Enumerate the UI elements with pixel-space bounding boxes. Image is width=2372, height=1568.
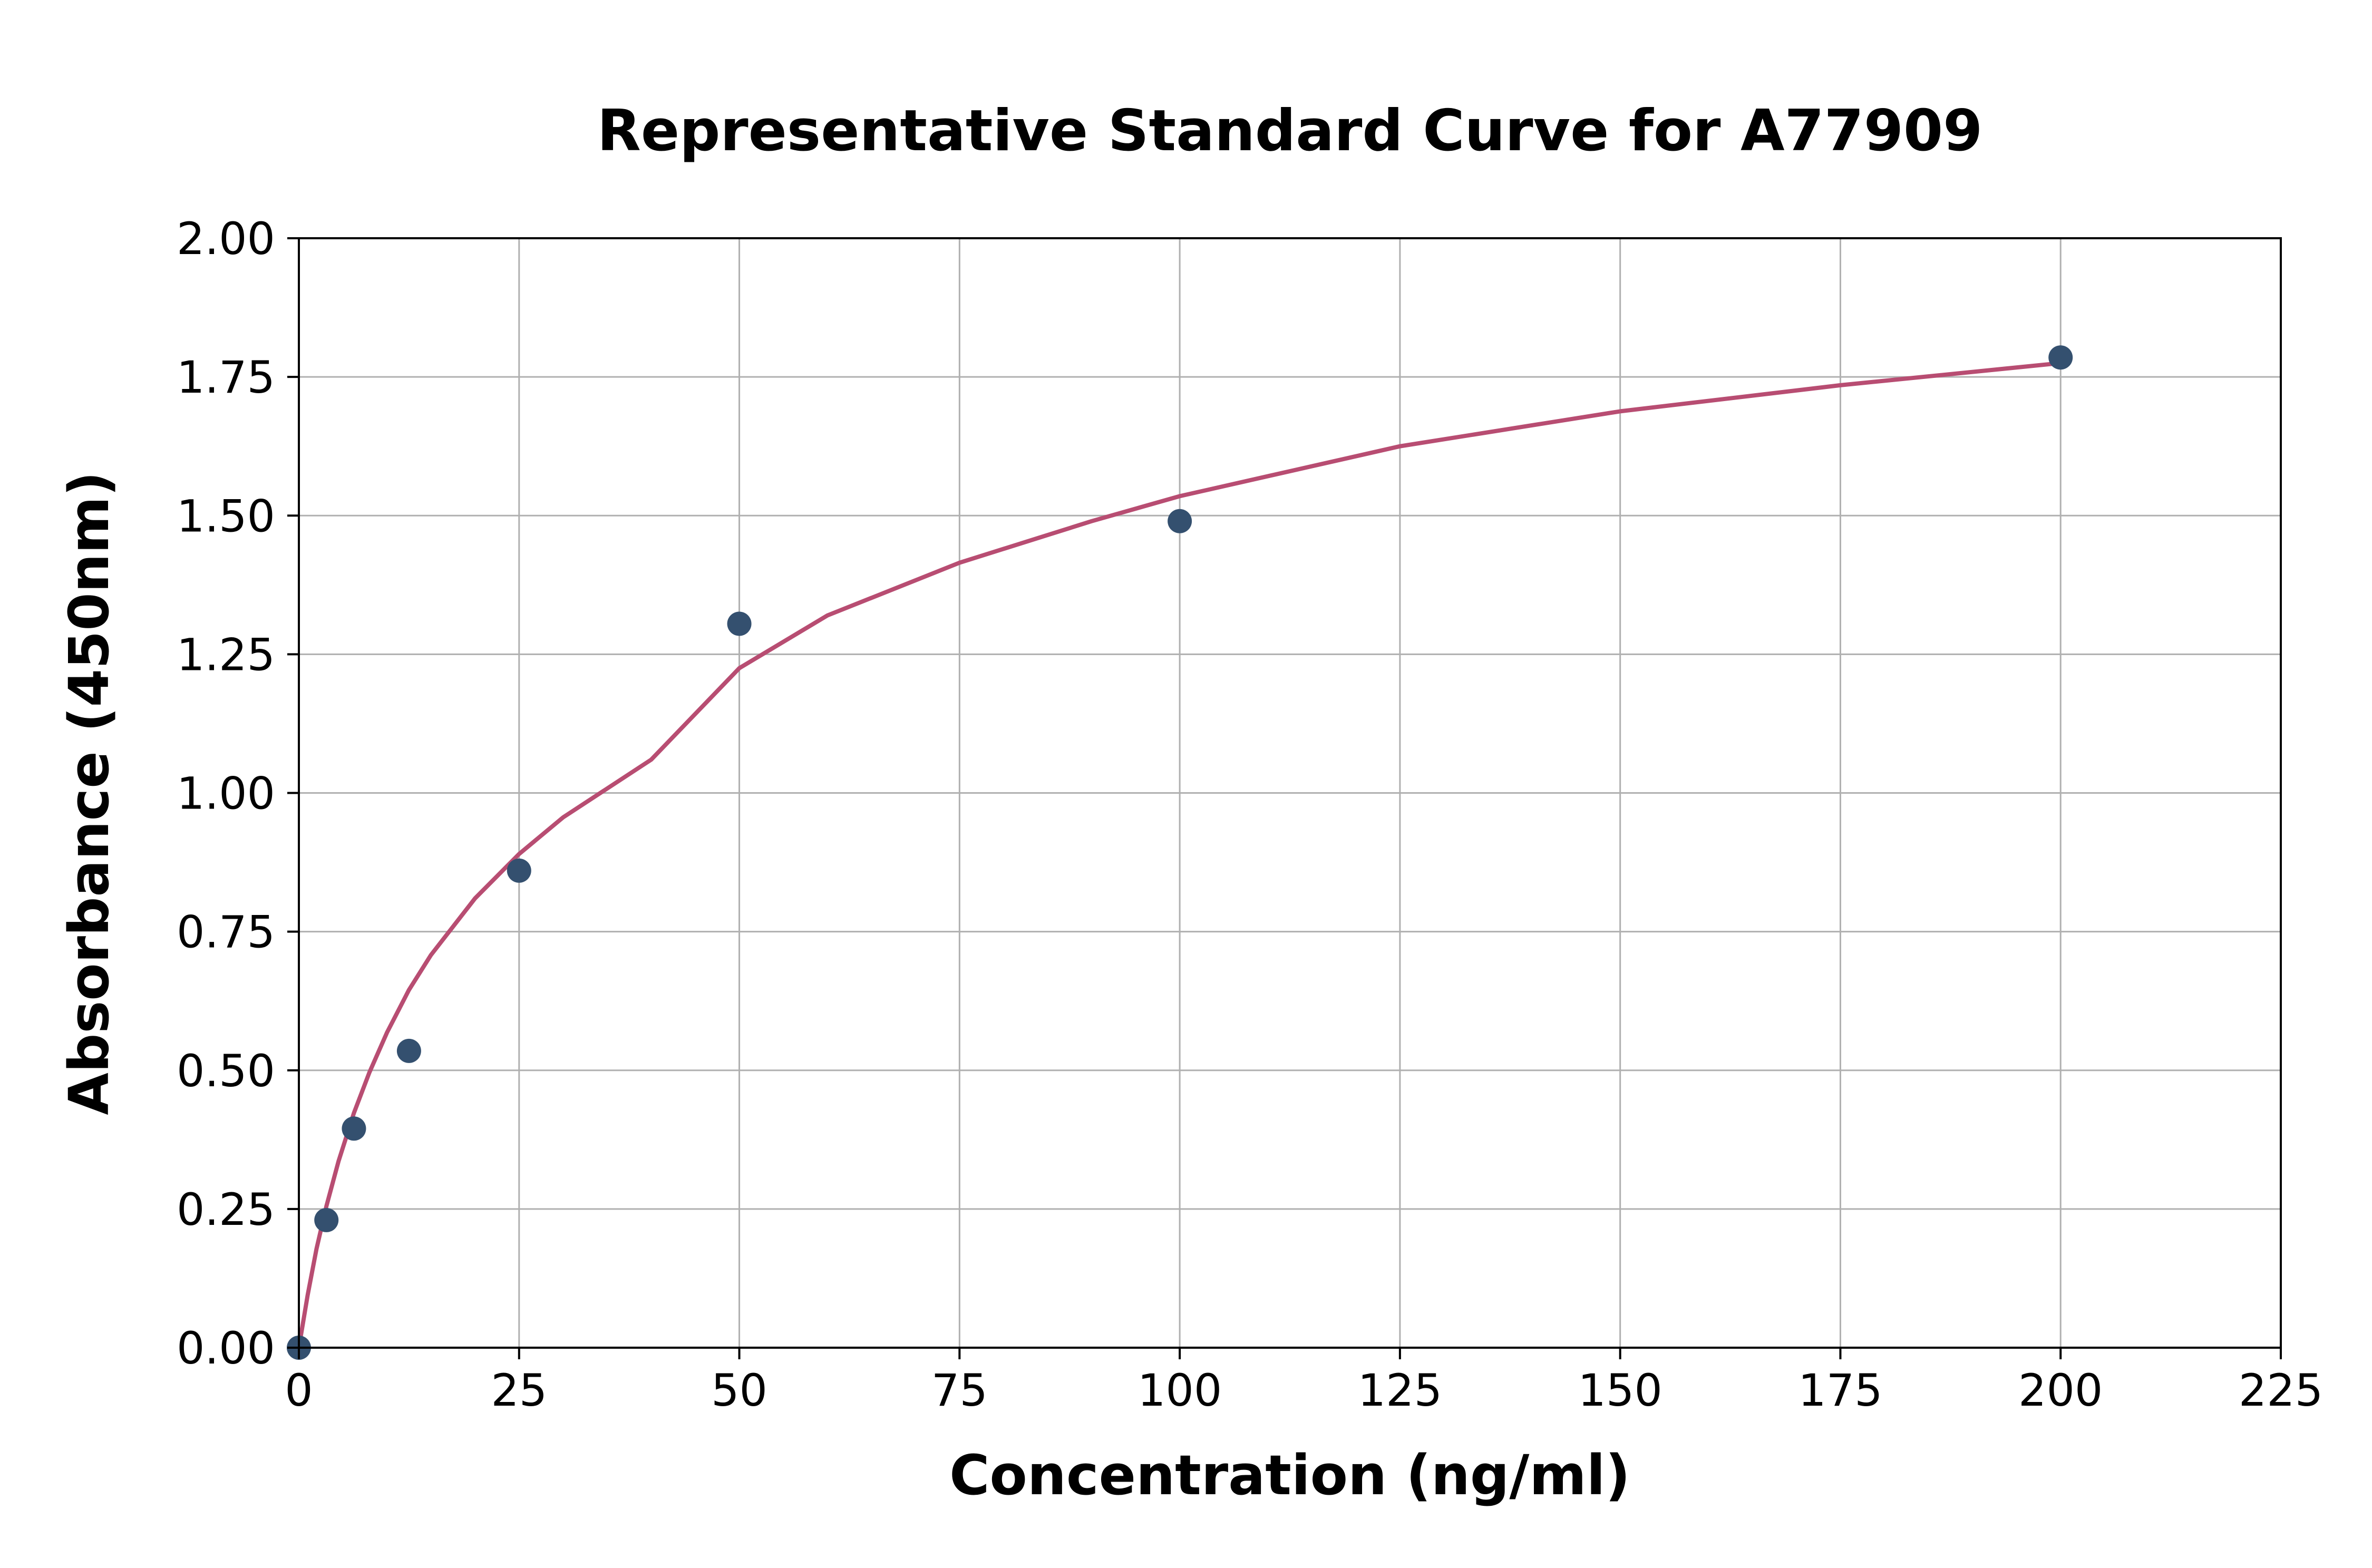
x-tick-label: 25: [491, 1365, 547, 1416]
data-point: [396, 1038, 421, 1063]
data-point: [1168, 509, 1192, 533]
y-tick-label: 0.25: [177, 1184, 275, 1235]
y-tick-label: 1.50: [177, 490, 275, 542]
chart-title: Representative Standard Curve for A77909: [597, 98, 1983, 164]
x-tick-label: 0: [285, 1365, 313, 1416]
data-point: [314, 1207, 339, 1232]
fit-curve-layer: [297, 361, 2063, 1350]
x-tick-label: 125: [1358, 1365, 1442, 1416]
data-point: [507, 858, 531, 883]
x-tick-label: 100: [1138, 1365, 1222, 1416]
y-tick-label: 1.25: [177, 629, 275, 680]
data-point: [342, 1116, 366, 1141]
data-point: [2048, 345, 2073, 370]
x-tick-label: 150: [1578, 1365, 1662, 1416]
x-tick-label: 75: [931, 1365, 988, 1416]
y-axis-label: Absorbance (450nm): [57, 471, 121, 1115]
y-tick-label: 2.00: [177, 213, 275, 265]
y-tick-label: 0.75: [177, 907, 275, 958]
x-axis-label: Concentration (ng/ml): [949, 1443, 1630, 1507]
data-point: [727, 611, 752, 636]
x-tick-label: 225: [2239, 1365, 2323, 1416]
y-tick-label: 1.00: [177, 768, 275, 820]
fit-curve-line: [297, 361, 2063, 1350]
y-tick-label: 1.75: [177, 352, 275, 403]
x-tick-label: 50: [711, 1365, 767, 1416]
x-tick-label: 175: [1798, 1365, 1882, 1416]
y-tick-label: 0.00: [177, 1322, 275, 1374]
y-tick-label: 0.50: [177, 1045, 275, 1097]
axis-ticks: 0 25 50 75 100 125 150 175 200 225 0.00 0.25 0.50 0.7…: [177, 213, 2323, 1416]
x-tick-label: 200: [2018, 1365, 2103, 1416]
